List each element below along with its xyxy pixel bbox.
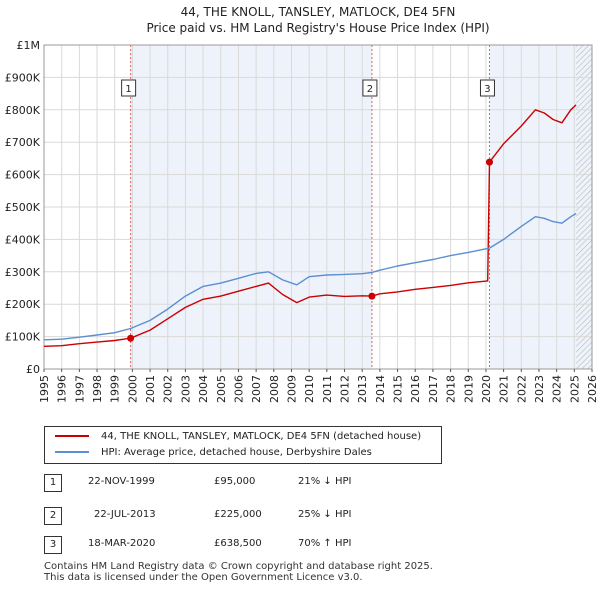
row-date: 22-JUL-2013	[94, 509, 156, 520]
x-tick-label: 2006	[232, 375, 245, 403]
series-lines	[44, 104, 577, 347]
x-tick-label: 2020	[480, 375, 493, 403]
row-price: £95,000	[214, 476, 256, 487]
x-tick-label: 2024	[551, 375, 564, 403]
y-tick-label: £900K	[5, 71, 41, 84]
x-tick-label: 2026	[586, 375, 599, 403]
table-row: 1 22-NOV-1999 £95,000 21% ↓ HPI	[44, 473, 444, 493]
x-tick-label: 2015	[392, 375, 405, 403]
y-tick-label: £300K	[5, 266, 41, 279]
row-date: 22-NOV-1999	[88, 476, 155, 487]
footer-copyright: Contains HM Land Registry data © Crown c…	[44, 561, 433, 572]
legend-item-property: 44, THE KNOLL, TANSLEY, MATLOCK, DE4 5FN…	[55, 429, 421, 445]
y-tick-label: £800K	[5, 104, 41, 117]
row-number-badge: 2	[44, 507, 62, 525]
x-tick-label: 2000	[126, 375, 139, 403]
annotation-label: 2	[367, 84, 373, 95]
grid	[43, 44, 593, 370]
chart-subtitle: Price paid vs. HM Land Registry's House …	[146, 21, 489, 35]
x-axis: 1995 1996 1997 1998 1999 2000 2001 2002 2003 2004…	[38, 369, 599, 403]
legend-label-property: 44, THE KNOLL, TANSLEY, MATLOCK, DE4 5FN…	[101, 431, 422, 442]
footer-licence: This data is licensed under the Open Gov…	[44, 572, 363, 583]
footer: Contains HM Land Registry data © Crown c…	[44, 561, 433, 583]
y-tick-label: £700K	[5, 136, 41, 149]
x-tick-label: 2022	[515, 375, 528, 403]
x-tick-label: 2018	[445, 375, 458, 403]
row-hpi: 70% ↑ HPI	[298, 538, 352, 549]
x-tick-label: 2023	[533, 375, 546, 403]
series-line-property	[44, 104, 577, 347]
row-number-badge: 1	[44, 474, 62, 492]
row-price: £638,500	[214, 538, 262, 549]
row-price: £225,000	[214, 509, 262, 520]
x-tick-label: 2001	[144, 375, 157, 403]
y-tick-label: £100K	[5, 331, 41, 344]
x-tick-label: 2003	[179, 375, 192, 403]
x-tick-label: 2005	[215, 375, 228, 403]
y-tick-label: £1M	[17, 39, 41, 52]
annotation-box	[362, 79, 378, 97]
legend-label-hpi: HPI: Average price, detached house, Derb…	[101, 447, 372, 458]
y-tick-label: £400K	[5, 233, 41, 246]
y-tick-label: £200K	[5, 298, 41, 311]
legend-swatch-blue	[55, 451, 89, 453]
x-tick-label: 1998	[91, 375, 104, 403]
x-tick-label: 1995	[38, 375, 51, 403]
x-tick-label: 2008	[268, 375, 281, 403]
x-tick-label: 2016	[409, 375, 422, 403]
x-tick-label: 2021	[498, 375, 511, 403]
chart: 44, THE KNOLL, TANSLEY, MATLOCK, DE4 5FN…	[5, 5, 599, 403]
x-tick-label: 2025	[568, 375, 581, 403]
sale-point	[485, 158, 493, 166]
legend: 44, THE KNOLL, TANSLEY, MATLOCK, DE4 5FN…	[44, 426, 442, 464]
row-number-badge: 3	[44, 536, 62, 554]
y-tick-label: £600K	[5, 169, 41, 182]
x-tick-label: 1999	[109, 375, 122, 403]
legend-item-hpi: HPI: Average price, detached house, Derb…	[55, 445, 372, 461]
x-tick-label: 2014	[374, 375, 387, 403]
x-tick-label: 2011	[321, 375, 334, 403]
row-date: 18-MAR-2020	[88, 538, 156, 549]
sale-markers: 1 2 3	[121, 79, 495, 342]
x-tick-label: 1997	[73, 375, 86, 403]
annotation-label: 1	[125, 84, 131, 95]
x-tick-label: 2002	[162, 375, 175, 403]
x-tick-label: 2009	[285, 375, 298, 403]
sale-point	[127, 334, 135, 342]
annotation-box	[121, 79, 137, 97]
row-hpi: 21% ↓ HPI	[298, 476, 352, 487]
sale-point	[368, 292, 376, 300]
x-tick-label: 1996	[56, 375, 69, 403]
legend-swatch-red	[55, 435, 89, 437]
y-axis: £0 £100K £200K £300K £400K £500K £600K £700K £80…	[5, 39, 41, 376]
x-tick-label: 2010	[303, 375, 316, 403]
series-line-hpi	[44, 212, 577, 341]
plot-border	[43, 44, 593, 370]
x-tick-label: 2007	[250, 375, 263, 403]
x-tick-label: 2012	[339, 375, 352, 403]
y-tick-label: £500K	[5, 201, 41, 214]
annotation-label: 3	[484, 84, 490, 95]
table-row: 3 18-MAR-2020 £638,500 70% ↑ HPI	[44, 535, 444, 555]
x-tick-label: 2019	[462, 375, 475, 403]
x-tick-label: 2017	[427, 375, 440, 403]
annotation-box	[479, 79, 495, 97]
y-tick-label: £0	[26, 363, 40, 376]
chart-title: 44, THE KNOLL, TANSLEY, MATLOCK, DE4 5FN	[181, 5, 456, 19]
row-hpi: 25% ↓ HPI	[298, 509, 352, 520]
x-tick-label: 2004	[197, 375, 210, 403]
table-row: 2 22-JUL-2013 £225,000 25% ↓ HPI	[44, 506, 444, 526]
x-tick-label: 2013	[356, 375, 369, 403]
